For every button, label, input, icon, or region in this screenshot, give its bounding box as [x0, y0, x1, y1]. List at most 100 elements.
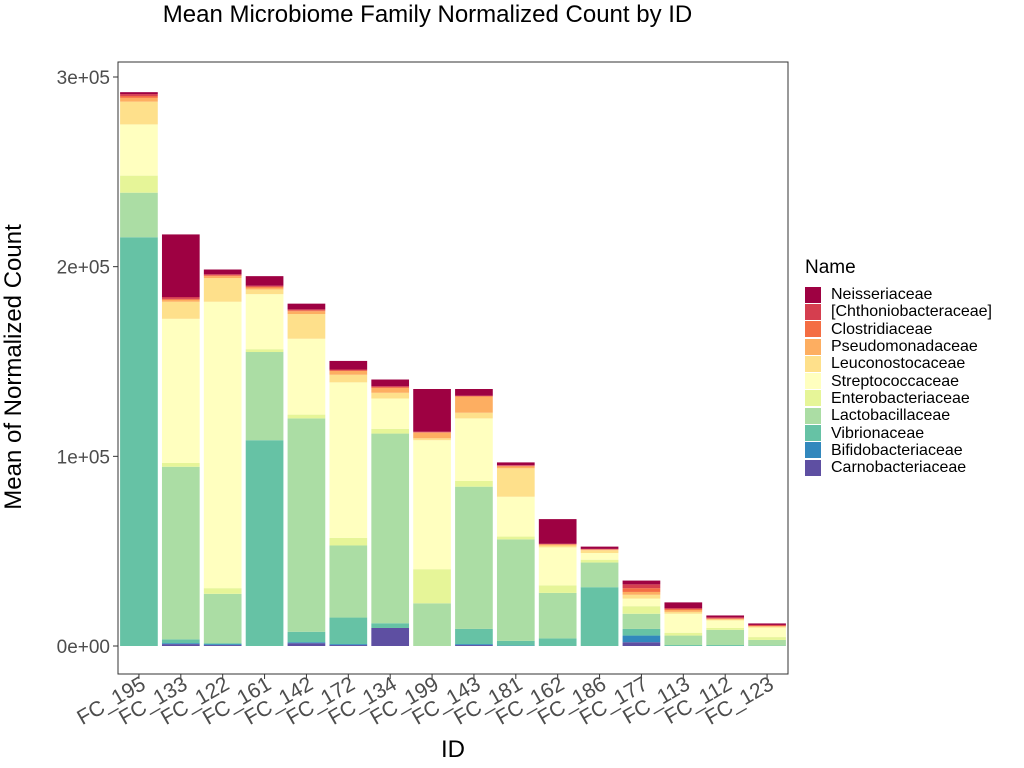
bar-segment: [329, 374, 368, 383]
bar-segment: [580, 587, 619, 646]
bar-segment: [664, 632, 703, 636]
bar-segment: [455, 628, 493, 645]
bar-segment: [413, 432, 451, 439]
bar-segment: [120, 101, 158, 125]
bar-segment: [748, 625, 786, 627]
bar-segment: [287, 338, 326, 415]
bar-segment: [371, 386, 410, 388]
bar-segment: [287, 414, 326, 419]
bar-segment: [371, 398, 410, 429]
bar-segment: [413, 569, 451, 604]
x-axis-label: ID: [441, 736, 465, 763]
bar-segment: [706, 620, 745, 628]
bar-segment: [161, 297, 200, 299]
bar-segment: [664, 602, 703, 609]
bar-segment: [622, 594, 661, 599]
bar-segment: [455, 396, 493, 413]
bar-segment: [538, 545, 577, 548]
bar-segment: [538, 519, 577, 544]
bar-segment: [622, 584, 661, 589]
bar-segment: [203, 593, 242, 644]
bar-segment: [203, 276, 242, 279]
bar-segment: [287, 643, 326, 646]
bar-segment: [371, 433, 410, 624]
bar-segment: [287, 418, 326, 632]
bar-segment: [496, 496, 535, 537]
bar-segment: [120, 237, 158, 646]
bar-segment: [538, 638, 577, 646]
bar-segment: [706, 619, 745, 621]
bar-segment: [496, 462, 535, 466]
bar-segment: [622, 642, 661, 646]
bar-segment: [622, 635, 661, 643]
bar-segment: [706, 617, 745, 619]
legend-swatch: [805, 390, 821, 407]
bar-segment: [748, 624, 786, 626]
bar-segment: [580, 549, 619, 551]
bar-segment: [496, 466, 535, 469]
bar-segment: [203, 588, 242, 594]
legend-swatch: [805, 442, 821, 459]
legend-item: Enterobacteriaceae: [805, 390, 992, 407]
bar-segment: [371, 392, 410, 399]
bar-segment: [748, 637, 786, 640]
bar-segment: [120, 97, 158, 102]
bar-segment: [120, 175, 158, 193]
bar-segment: [496, 465, 535, 466]
legend-title: Name: [805, 257, 856, 278]
bar-segment: [455, 412, 493, 419]
y-tick-label: 3e+05: [57, 68, 110, 89]
y-tick-label: 1e+05: [57, 447, 110, 468]
bar-segment: [455, 486, 493, 629]
bar-segment: [329, 369, 368, 371]
legend-item: Streptococcaceae: [805, 372, 992, 390]
bar-segment: [161, 462, 200, 467]
bar-segment: [538, 585, 577, 593]
y-axis: 0e+00 1e+05 2e+05 3e+05: [57, 68, 118, 658]
bar-segment: [622, 613, 661, 629]
bar-segment: [664, 608, 703, 610]
bar-segment: [706, 629, 745, 646]
bar-segment: [120, 124, 158, 176]
legend-label: Neisseriaceae: [831, 286, 933, 304]
bar-segment: [371, 387, 410, 389]
bar-segment: [203, 301, 242, 589]
bar-segment: [287, 310, 326, 312]
bar-segment: [329, 370, 368, 375]
legend: Name Neisseriaceae [Chthoniobacteraceae] C…: [805, 256, 992, 476]
legend-label: Lactobacillaceae: [831, 407, 951, 425]
bar-segment: [161, 639, 200, 644]
bar-segment: [455, 645, 493, 646]
bar-segment: [748, 627, 786, 638]
legend-item: Vibrionaceae: [805, 424, 992, 442]
legend-item: Carnobacteriaceae: [805, 459, 992, 476]
bar-segment: [161, 298, 200, 300]
legend-item: Pseudomonadaceae: [805, 338, 992, 355]
bar-segment: [203, 645, 242, 646]
bar-segment: [580, 546, 619, 549]
bar-segment: [664, 609, 703, 612]
legend-label: Streptococcaceae: [831, 372, 960, 390]
legend-swatch: [805, 459, 821, 476]
bar-segment: [161, 643, 200, 645]
legend-swatch: [805, 355, 821, 372]
bar-segment: [120, 94, 158, 96]
bar-segment: [496, 539, 535, 641]
legend-label: Pseudomonadaceae: [831, 338, 978, 356]
bar-segment: [538, 592, 577, 639]
bar-segment: [496, 640, 535, 646]
bar-segment: [161, 466, 200, 640]
bar-segment: [580, 553, 619, 560]
bar-segment: [161, 644, 200, 646]
bar-segment: [203, 274, 242, 276]
bar-segment: [329, 537, 368, 546]
bar-segment: [203, 269, 242, 275]
bar-segment: [664, 611, 703, 614]
bar-segment: [538, 544, 577, 546]
bar-segment: [245, 287, 284, 290]
bar-segment: [664, 613, 703, 633]
x-axis: FC_195FC_133FC_122FC_161FC_142FC_172FC_1…: [73, 672, 777, 729]
bar-segment: [329, 545, 368, 618]
bar-segment: [287, 311, 326, 315]
legend-swatch: [805, 321, 821, 338]
